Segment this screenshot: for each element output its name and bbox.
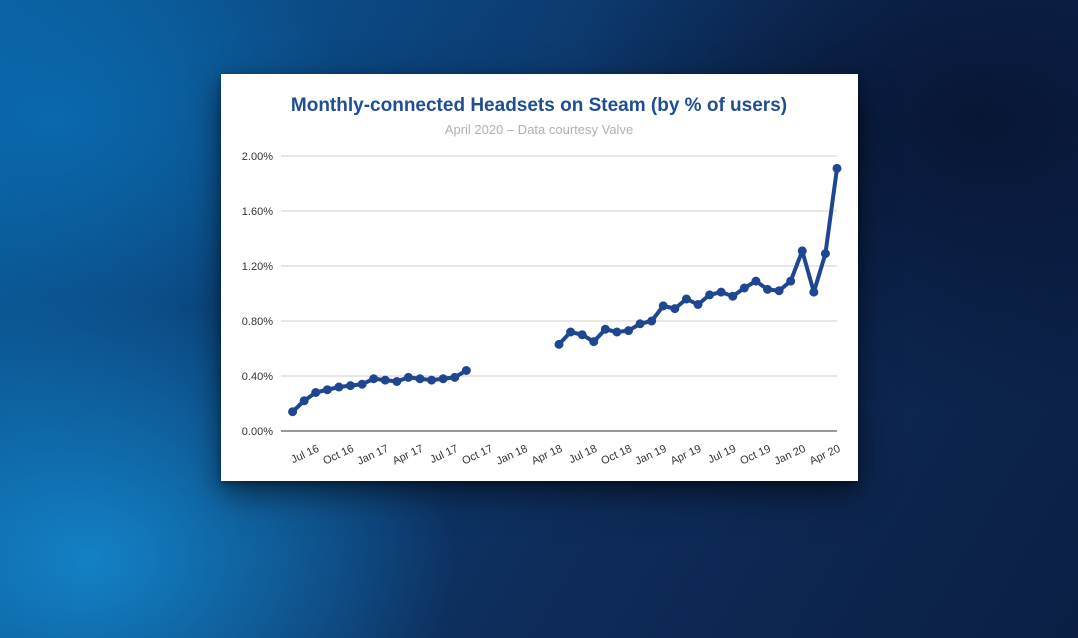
x-tick-label: Apr 18 [530, 443, 564, 468]
y-tick-label: 0.40% [242, 371, 273, 383]
series-layer [288, 163, 842, 417]
series-line [557, 166, 839, 347]
data-point [786, 276, 796, 286]
x-tick-label: Jan 20 [773, 443, 808, 468]
data-point [346, 381, 355, 391]
data-point [566, 327, 576, 337]
x-tick-label: Apr 19 [669, 443, 703, 468]
data-point [751, 276, 761, 286]
data-point [624, 326, 633, 336]
data-point [820, 249, 830, 259]
data-point [577, 330, 587, 340]
chart-subtitle: April 2020 – Data courtesy Valve [445, 122, 633, 137]
x-tick-label: Oct 17 [460, 443, 494, 468]
data-point [670, 304, 680, 314]
y-axis-ticks: 0.00% 0.40% 0.80% 1.20% 1.60% 2.00% [242, 151, 273, 438]
data-point [311, 388, 321, 397]
y-tick-label: 0.00% [242, 426, 273, 438]
x-tick-label: Apr 20 [808, 443, 842, 468]
gridlines [281, 155, 837, 377]
data-point [797, 246, 807, 256]
data-point [774, 286, 784, 296]
data-point [716, 287, 726, 297]
x-tick-label: Jan 18 [495, 443, 530, 468]
x-tick-label: Apr 17 [391, 443, 425, 468]
data-point [427, 375, 437, 385]
x-tick-label: Jul 16 [289, 443, 321, 466]
data-point [763, 284, 772, 294]
data-point [415, 374, 425, 384]
data-point [809, 287, 819, 297]
data-point [369, 374, 379, 384]
data-point [392, 377, 402, 386]
x-tick-label: Jan 17 [356, 443, 391, 468]
y-tick-label: 0.80% [242, 316, 273, 328]
data-point [589, 337, 599, 347]
x-tick-label: Jul 19 [706, 443, 738, 466]
x-axis-ticks: Jul 16 Oct 16 Jan 17 Apr 17 Jul 17 Oct 17 Jan … [289, 443, 842, 468]
y-tick-label: 2.00% [242, 151, 273, 163]
data-point [600, 324, 610, 334]
series-line [290, 368, 469, 414]
data-point [635, 319, 645, 329]
x-tick-label: Jul 17 [428, 443, 460, 466]
chart-card: Monthly-connected Headsets on Steam (by … [221, 74, 858, 481]
data-point [693, 300, 703, 309]
y-tick-label: 1.60% [242, 206, 273, 218]
chart-title: Monthly-connected Headsets on Steam (by … [291, 95, 787, 116]
data-point [554, 339, 564, 349]
data-point [832, 163, 842, 173]
data-point [450, 372, 460, 382]
x-tick-label: Jan 19 [634, 443, 669, 468]
data-point [461, 366, 471, 375]
x-tick-label: Jul 18 [567, 443, 599, 466]
chart-svg: Monthly-connected Headsets on Steam (by … [242, 95, 842, 468]
y-tick-label: 1.20% [242, 261, 273, 273]
data-point [658, 301, 668, 311]
x-tick-label: Oct 16 [321, 443, 355, 468]
data-point [681, 294, 691, 304]
data-point [299, 396, 309, 406]
data-point [647, 316, 657, 326]
data-point [728, 291, 738, 301]
data-point [357, 379, 367, 389]
data-point [288, 407, 298, 417]
data-point [739, 283, 749, 293]
data-point [380, 375, 390, 385]
data-point [705, 290, 715, 300]
data-point [612, 327, 622, 337]
data-point [438, 374, 448, 384]
data-point [322, 385, 332, 395]
data-point [403, 372, 413, 382]
data-point [334, 382, 344, 392]
x-tick-label: Oct 19 [738, 443, 772, 468]
x-tick-label: Oct 18 [599, 443, 633, 468]
